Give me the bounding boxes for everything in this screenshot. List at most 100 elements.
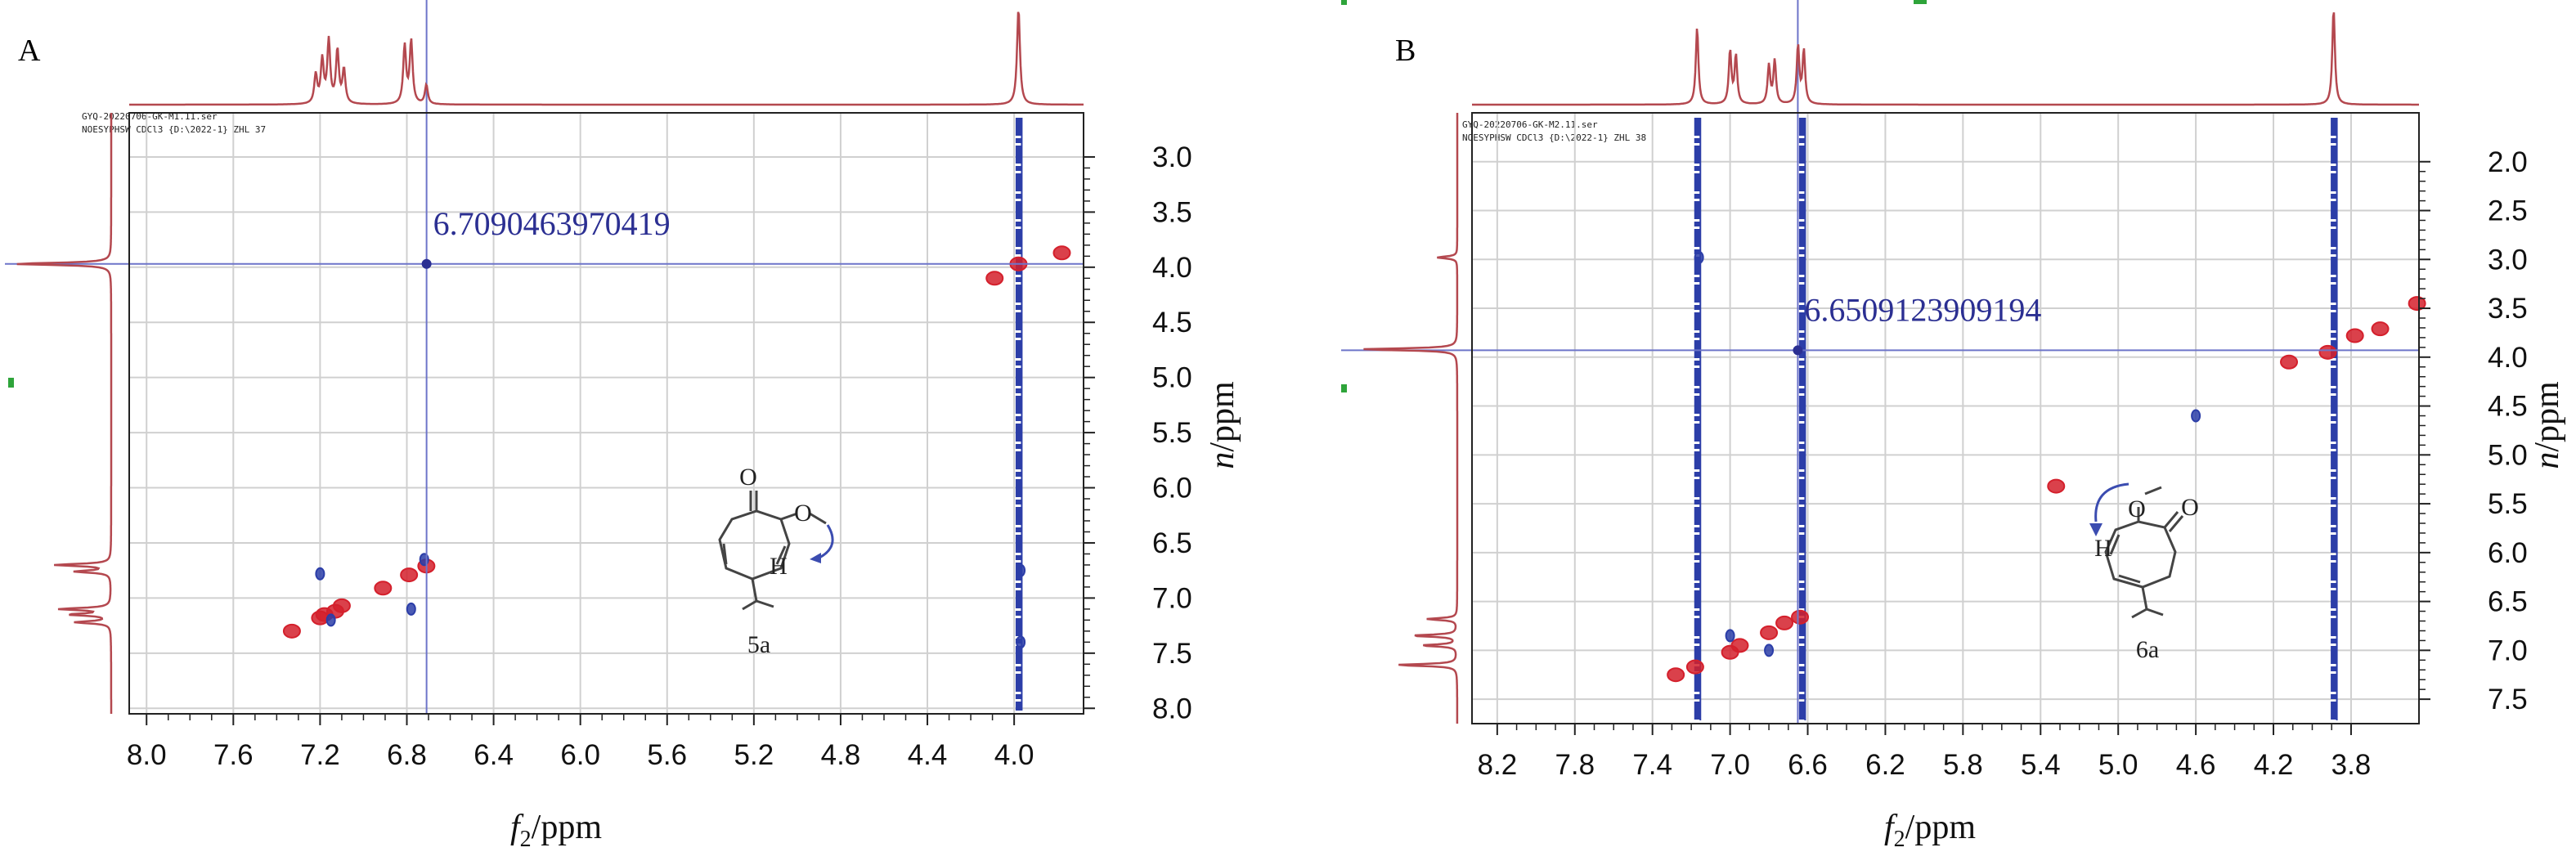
plot-frame <box>128 112 1084 715</box>
x-tick-label: 7.4 <box>1632 749 1672 781</box>
y-tick-label: 7.0 <box>1152 582 1192 614</box>
x-axis-title: f2/ppm <box>1884 809 1976 852</box>
x-tick-label: 3.8 <box>2331 749 2372 781</box>
methyl-bond <box>2144 486 2162 496</box>
panel-label: B <box>1395 34 1416 68</box>
methyl-bond <box>809 512 827 525</box>
cross-peak <box>2371 321 2390 337</box>
ether-oxygen: O <box>794 500 812 527</box>
y-tick-label: 4.0 <box>2488 342 2528 374</box>
x-axis-title: f2/ppm <box>510 809 602 852</box>
x-tick-label: 4.8 <box>821 739 861 771</box>
cross-peak <box>1667 667 1685 683</box>
cross-peak <box>1791 609 1810 625</box>
noe-arrow-head <box>810 553 821 563</box>
x-tick-label: 8.0 <box>127 739 167 771</box>
cross-peak <box>374 581 393 596</box>
crosshair-layer <box>5 0 1084 714</box>
y-tick-label: 3.5 <box>1152 196 1192 228</box>
y-axis-ticks: 3.0 3.5 4.0 4.5 5.0 5.5 6.0 6.5 7.0 7.5 8.0 <box>1084 141 1192 724</box>
spectrum-header-line: NOESYPHSW CDCl3 {D:\2022-1} ZHL 37 <box>82 124 266 135</box>
y-tick-label: 4.0 <box>1152 252 1192 284</box>
noe-hydrogen: H <box>2094 535 2112 562</box>
panel-b: B GYQ-20220706-GK-M2.11.ser NOESYPHSW CD… <box>1341 0 2566 852</box>
y-tick-label: 3.5 <box>2488 293 2528 325</box>
left-projection-spectrum <box>16 113 113 714</box>
y-tick-label: 6.5 <box>2488 586 2528 618</box>
cross-peak <box>2191 409 2201 423</box>
y-tick-label: 4.5 <box>2488 391 2528 423</box>
crosshair-readout: 6.6509123909194 <box>1804 291 2041 328</box>
structure-6a <box>2089 482 2184 619</box>
spectrum-header-line: NOESYPHSW CDCl3 {D:\2022-1} ZHL 38 <box>1462 132 1646 143</box>
cross-peak <box>2318 344 2337 360</box>
y-tick-label: 7.0 <box>2488 635 2528 666</box>
y-tick-label: 6.0 <box>1152 473 1192 504</box>
y-axis-title: n/ppm <box>1204 381 1241 469</box>
x-tick-label: 7.0 <box>1710 749 1750 781</box>
x-axis-ticks: 8.0 7.6 7.2 6.8 6.4 6.0 5.6 5.2 4.8 4.4 4.0 <box>127 714 1034 771</box>
x-tick-label: 5.8 <box>1943 749 1983 781</box>
spectrum-header-line: GYQ-20220706-GK-M1.11.ser <box>82 111 218 122</box>
side-marker <box>1914 0 1927 4</box>
x-tick-label: 8.2 <box>1478 749 1518 781</box>
isopropyl-bond <box>751 578 758 602</box>
carbonyl-oxygen: O <box>2181 494 2199 521</box>
y-tick-label: 7.5 <box>1152 638 1192 670</box>
x-tick-label: 6.4 <box>473 739 514 771</box>
y-tick-label: 3.0 <box>2488 244 2528 276</box>
cross-peak <box>1760 625 1779 640</box>
cross-peak <box>1775 615 1794 630</box>
cross-peak <box>406 602 416 616</box>
carbonyl-oxygen: O <box>739 464 757 491</box>
x-tick-label: 5.0 <box>2098 749 2138 781</box>
x-tick-label: 4.6 <box>2176 749 2216 781</box>
cross-peak <box>400 567 419 583</box>
y-tick-label: 2.0 <box>2488 146 2528 178</box>
vertical-streak-layer <box>1694 118 2338 720</box>
vertical-streak-layer <box>1015 118 1023 711</box>
side-marker <box>1341 384 1347 392</box>
isopropyl-bond <box>2146 608 2164 617</box>
cross-peak-layer <box>282 245 1071 649</box>
cross-peak-layer <box>1667 250 2426 683</box>
panel-label: A <box>18 34 41 68</box>
cross-peak <box>2047 478 2066 494</box>
compound-label: 6a <box>2136 636 2159 663</box>
tropolone-ring <box>2104 520 2177 589</box>
cross-peak <box>1725 629 1735 643</box>
x-tick-label: 4.4 <box>908 739 948 771</box>
noe-hydrogen: H <box>770 553 788 580</box>
x-tick-label: 6.8 <box>387 739 427 771</box>
cross-peak <box>332 598 351 613</box>
crosshair-readout: 6.7090463970419 <box>433 205 671 242</box>
crosshair-center <box>421 258 432 269</box>
isopropyl-bond <box>2141 586 2148 610</box>
top-projection-spectrum <box>129 11 1084 106</box>
y-tick-label: 6.5 <box>1152 527 1192 559</box>
cross-peak <box>282 623 301 639</box>
cross-peak <box>1052 245 1071 261</box>
structure-5a <box>718 491 834 611</box>
isopropyl-bond <box>2131 608 2147 619</box>
y-tick-label: 5.0 <box>2488 439 2528 471</box>
x-tick-label: 4.0 <box>994 739 1034 771</box>
cross-peak <box>1016 563 1026 577</box>
x-tick-label: 6.0 <box>560 739 600 771</box>
cross-peak <box>315 567 325 581</box>
plot-frame <box>1471 112 2420 724</box>
x-tick-label: 5.2 <box>734 739 774 771</box>
projection-layer <box>16 11 1084 714</box>
ether-oxygen: O <box>2128 496 2146 522</box>
cross-peak <box>1694 250 1704 264</box>
y-tick-label: 2.5 <box>2488 195 2528 227</box>
grid-layer <box>1472 113 2419 724</box>
isopropyl-bond <box>756 599 774 608</box>
cross-peak <box>1685 659 1704 675</box>
cross-peak <box>325 613 336 627</box>
y-tick-label: 3.0 <box>1152 141 1192 173</box>
x-tick-label: 7.2 <box>300 739 340 771</box>
x-axis-ticks: 8.2 7.8 7.4 7.0 6.6 6.2 5.8 5.4 5.0 4.6 4.2 3.8 <box>1478 724 2372 781</box>
y-axis-title: n/ppm <box>2529 381 2566 469</box>
